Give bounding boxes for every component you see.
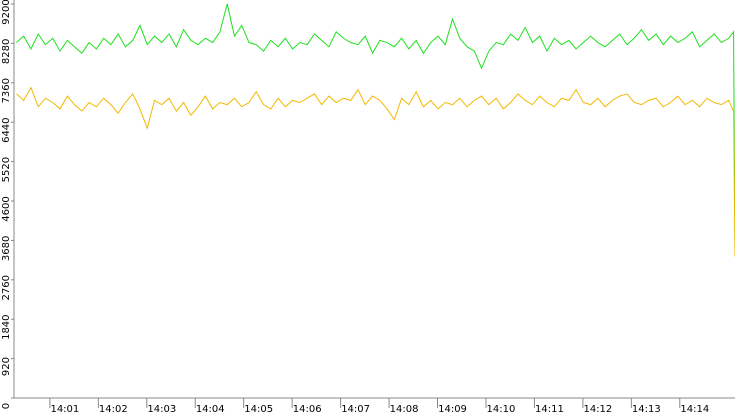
x-tick-label: 14:03 bbox=[147, 404, 176, 415]
x-tick-label: 14:02 bbox=[99, 404, 128, 415]
x-tick-label: 14:08 bbox=[390, 404, 419, 415]
y-tick-label: 2760 bbox=[1, 275, 12, 300]
y-tick-label: 1840 bbox=[1, 314, 12, 339]
x-tick-label: 14:09 bbox=[438, 404, 467, 415]
x-tick-label: 14:10 bbox=[487, 404, 516, 415]
x-tick-label: 14:04 bbox=[196, 404, 225, 415]
y-tick-label: 5520 bbox=[1, 157, 12, 182]
x-tick-label: 14:13 bbox=[632, 404, 661, 415]
y-tick-label: 9200 bbox=[1, 0, 12, 25]
x-tick-label: 14:14 bbox=[680, 404, 709, 415]
y-tick-label: 8280 bbox=[1, 39, 12, 64]
y-tick-label: 7360 bbox=[1, 78, 12, 103]
y-tick-label: 3680 bbox=[1, 236, 12, 261]
y-tick-label: 920 bbox=[1, 357, 12, 376]
series-line bbox=[16, 3, 735, 249]
x-tick-label: 14:07 bbox=[341, 404, 370, 415]
x-tick-label: 14:05 bbox=[244, 404, 273, 415]
y-tick-label: 4600 bbox=[1, 196, 12, 221]
y-tick-label: 0 bbox=[1, 403, 12, 409]
x-tick-label: 14:06 bbox=[293, 404, 322, 415]
series-line bbox=[16, 86, 735, 257]
x-tick-label: 14:11 bbox=[535, 404, 564, 415]
x-tick-label: 14:01 bbox=[50, 404, 79, 415]
y-tick-label: 6440 bbox=[1, 117, 12, 142]
x-tick-label: 14:12 bbox=[583, 404, 612, 415]
